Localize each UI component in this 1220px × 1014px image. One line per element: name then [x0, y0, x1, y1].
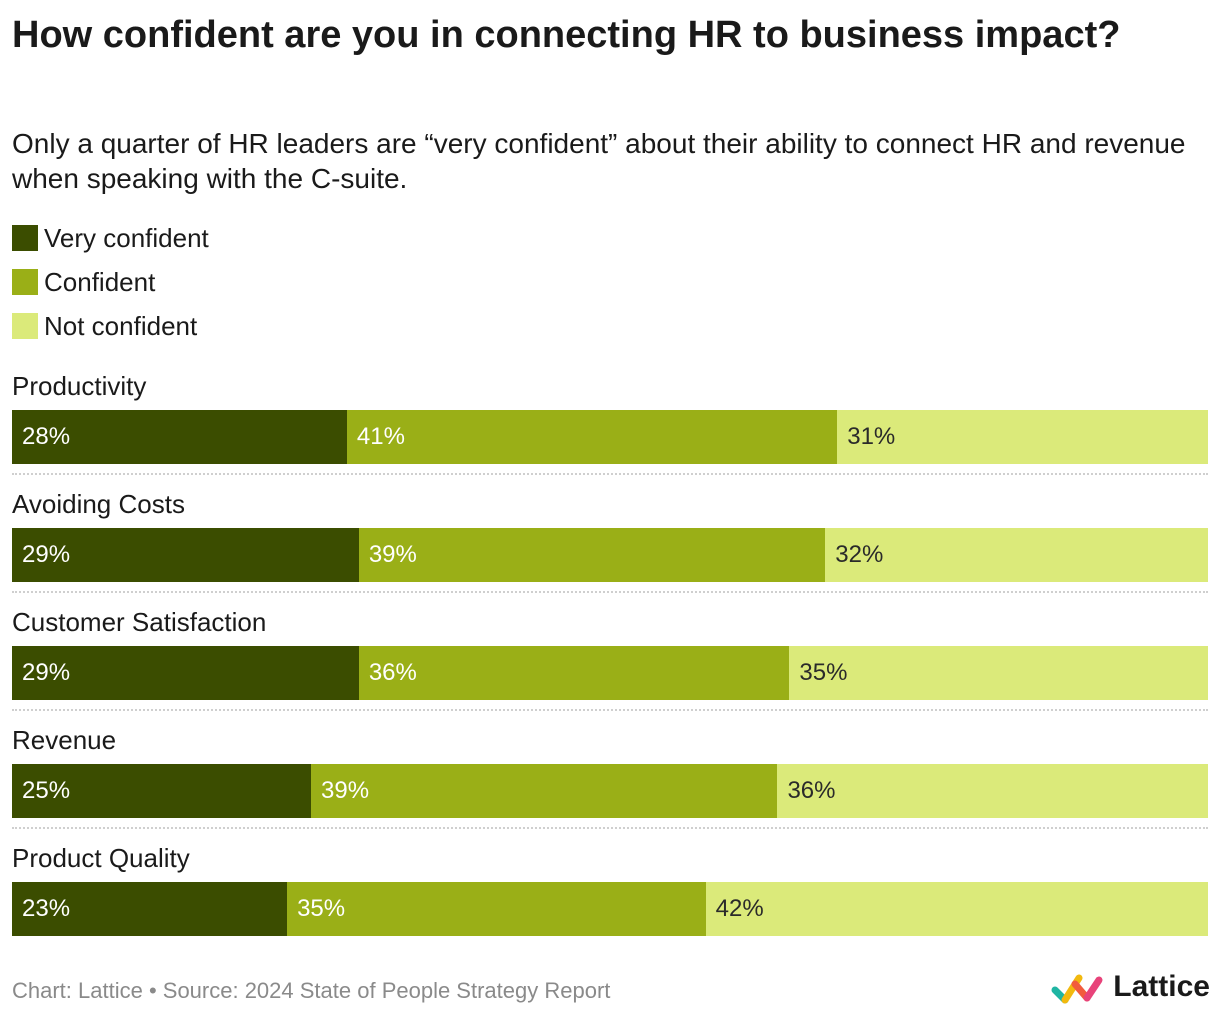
bar-segment-very-confident: 23% — [12, 882, 288, 936]
legend-label: Confident — [44, 266, 156, 297]
bar-segment-not-confident: 36% — [777, 764, 1208, 818]
bar-segment-very-confident: 25% — [12, 764, 311, 818]
bar-segment-confident: 39% — [311, 764, 778, 818]
bar-row: Revenue 25% 39% 36% — [12, 722, 1208, 840]
bar-segment-not-confident: 31% — [837, 410, 1208, 464]
bar-segment-very-confident: 29% — [12, 528, 359, 582]
bar-segment-very-confident: 29% — [12, 646, 359, 700]
chart-subtitle: Only a quarter of HR leaders are “very c… — [12, 128, 1186, 194]
row-divider — [12, 827, 1208, 829]
row-divider — [12, 473, 1208, 475]
bar-segment-not-confident: 32% — [825, 528, 1208, 582]
legend: Very confident Confident Not confident — [12, 216, 209, 348]
bar-segment-confident: 35% — [287, 882, 706, 936]
bar-segment-confident: 39% — [358, 528, 826, 582]
stacked-bar: 29% 36% 35% — [12, 646, 1208, 700]
legend-swatch — [12, 269, 38, 295]
category-label: Product Quality — [12, 843, 190, 873]
data-label: 35% — [799, 659, 848, 686]
data-label: 36% — [368, 659, 417, 686]
legend-swatch — [12, 225, 38, 251]
bar-row: Avoiding Costs 29% 39% 32% — [12, 486, 1208, 604]
data-label: 29% — [22, 541, 71, 568]
bar-row: Customer Satisfaction 29% 36% 35% — [12, 604, 1208, 722]
legend-label: Not confident — [44, 310, 198, 341]
bar-segment-not-confident: 42% — [705, 882, 1208, 936]
stacked-bar: 23% 35% 42% — [12, 882, 1208, 936]
legend-swatch — [12, 313, 38, 339]
data-label: 41% — [356, 423, 405, 450]
category-label: Revenue — [12, 725, 117, 755]
bar-segment-confident: 41% — [346, 410, 838, 464]
data-label: 36% — [787, 777, 836, 804]
data-label: 39% — [368, 541, 417, 568]
data-label: 28% — [22, 423, 71, 450]
stacked-bar: 28% 41% 31% — [12, 410, 1208, 464]
logo-text: Lattice — [1113, 970, 1210, 1003]
data-label: 23% — [22, 895, 71, 922]
data-label: 25% — [22, 777, 71, 804]
row-divider — [12, 709, 1208, 711]
category-label: Customer Satisfaction — [12, 607, 267, 637]
data-label: 39% — [321, 777, 370, 804]
legend-item-confident: Confident — [12, 260, 209, 304]
bar-segment-not-confident: 35% — [789, 646, 1208, 700]
chart-title: How confident are you in connecting HR t… — [12, 14, 1121, 56]
stacked-bar: 25% 39% 36% — [12, 764, 1208, 818]
row-divider — [12, 591, 1208, 593]
stacked-bar: 29% 39% 32% — [12, 528, 1208, 582]
data-label: 35% — [297, 895, 346, 922]
data-label: 29% — [22, 659, 71, 686]
legend-item-very-confident: Very confident — [12, 216, 209, 260]
legend-item-not-confident: Not confident — [12, 304, 209, 348]
lattice-logo-icon — [1051, 974, 1103, 1004]
category-label: Avoiding Costs — [12, 489, 185, 519]
bar-row: Productivity 28% 41% 31% — [12, 368, 1208, 486]
lattice-logo: Lattice — [1049, 970, 1210, 1004]
legend-label: Very confident — [44, 222, 209, 253]
category-label: Productivity — [12, 371, 147, 401]
data-label: 31% — [847, 423, 896, 450]
bar-segment-very-confident: 28% — [12, 410, 347, 464]
bar-segment-confident: 36% — [358, 646, 790, 700]
data-label: 42% — [715, 895, 764, 922]
data-label: 32% — [835, 541, 884, 568]
chart-source: Chart: Lattice • Source: 2024 State of P… — [12, 978, 611, 1003]
bar-row: Product Quality 23% 35% 42% — [12, 840, 1208, 958]
